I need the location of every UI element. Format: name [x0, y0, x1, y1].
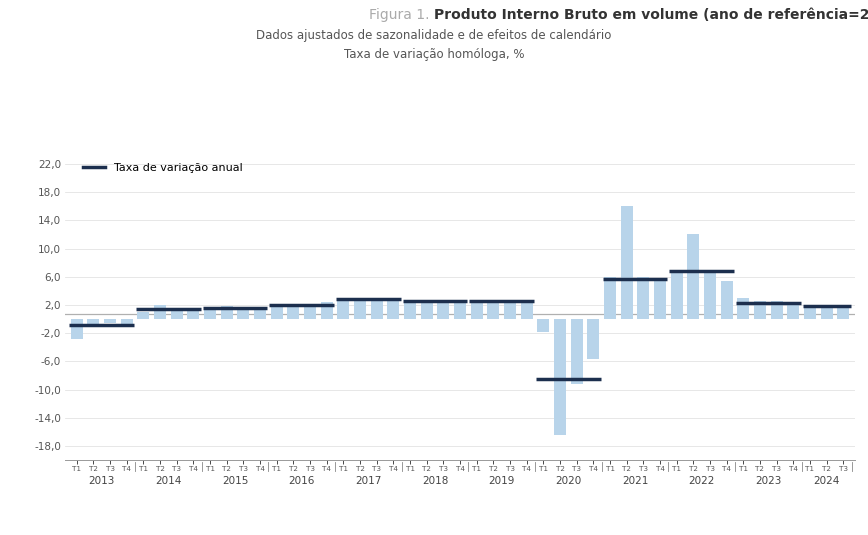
Bar — [787, 303, 799, 319]
Bar — [838, 305, 849, 319]
Bar — [155, 305, 166, 319]
Bar — [654, 278, 666, 319]
Bar — [454, 303, 466, 319]
Text: 2014: 2014 — [155, 476, 181, 486]
Bar — [437, 302, 450, 319]
Bar — [121, 319, 133, 325]
Bar — [321, 302, 332, 319]
Bar — [754, 301, 766, 319]
Text: 2018: 2018 — [422, 476, 448, 486]
Bar — [604, 278, 616, 319]
Bar — [220, 307, 233, 319]
Bar — [238, 307, 249, 319]
Bar — [504, 301, 516, 319]
Bar — [204, 309, 216, 319]
Bar — [137, 312, 149, 319]
Bar — [671, 270, 682, 319]
Bar — [637, 277, 649, 319]
Bar — [304, 304, 316, 319]
Text: 2013: 2013 — [89, 476, 115, 486]
Bar — [88, 319, 100, 325]
Text: 2016: 2016 — [288, 476, 315, 486]
Text: 2017: 2017 — [355, 476, 382, 486]
Bar — [588, 319, 599, 360]
Bar — [771, 301, 783, 319]
Bar — [537, 319, 549, 332]
Bar — [570, 319, 582, 384]
Bar — [371, 299, 383, 319]
Text: Taxa de variação homóloga, %: Taxa de variação homóloga, % — [344, 48, 524, 61]
Bar — [820, 305, 832, 319]
Bar — [171, 309, 183, 319]
Bar — [521, 301, 533, 319]
Text: 2020: 2020 — [556, 476, 582, 486]
Bar — [554, 319, 566, 435]
Bar — [287, 305, 299, 319]
Bar — [404, 300, 416, 319]
Text: Dados ajustados de sazonalidade e de efeitos de calendário: Dados ajustados de sazonalidade e de efe… — [256, 29, 612, 42]
Bar — [271, 305, 283, 319]
Bar — [804, 307, 816, 319]
Text: Figura 1.: Figura 1. — [369, 8, 434, 22]
Text: 2022: 2022 — [688, 476, 715, 486]
Bar — [470, 301, 483, 319]
Legend: Taxa de variação anual: Taxa de variação anual — [79, 158, 247, 177]
Text: 2015: 2015 — [222, 476, 248, 486]
Bar — [737, 298, 749, 319]
Bar — [354, 298, 366, 319]
Bar — [338, 298, 350, 319]
Bar — [254, 308, 266, 319]
Bar — [720, 281, 733, 319]
Text: 2019: 2019 — [489, 476, 515, 486]
Bar — [187, 310, 200, 319]
Bar — [621, 206, 633, 319]
Bar — [487, 301, 499, 319]
Bar — [421, 301, 433, 319]
Text: 2023: 2023 — [755, 476, 781, 486]
Text: Produto Interno Bruto em volume (ano de referência=2021): Produto Interno Bruto em volume (ano de … — [434, 8, 868, 22]
Bar — [104, 319, 116, 323]
Text: 2024: 2024 — [813, 476, 840, 486]
Bar — [704, 270, 716, 319]
Text: 2021: 2021 — [621, 476, 648, 486]
Bar — [71, 319, 82, 339]
Bar — [387, 299, 399, 319]
Bar — [687, 234, 700, 319]
